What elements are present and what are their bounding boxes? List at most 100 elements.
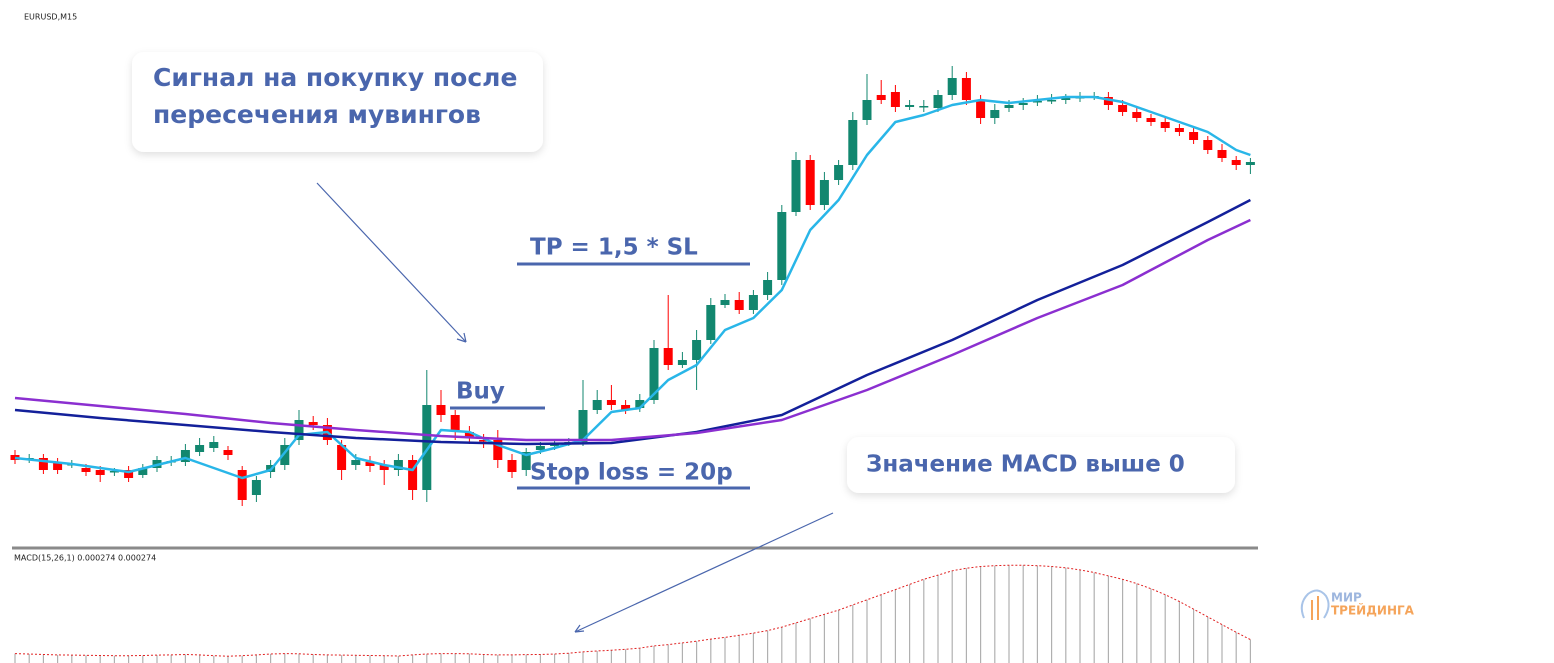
candle-body — [890, 92, 900, 107]
candle-body — [621, 405, 631, 410]
candle-body — [976, 100, 986, 118]
candle-body — [237, 470, 247, 500]
signal-note: Сигнал на покупку после — [153, 63, 517, 92]
candle-body — [1217, 150, 1227, 158]
candle-body — [479, 440, 489, 442]
candle-body — [294, 420, 304, 440]
candle-body — [450, 415, 460, 430]
candle-body — [777, 212, 787, 280]
candle-body — [862, 100, 872, 120]
candle-body — [677, 360, 687, 365]
candle-body — [109, 471, 119, 473]
macd-label: MACD(15,26,1) 0.000274 0.000274 — [14, 554, 156, 563]
candle-body — [124, 470, 134, 478]
logo-text: МИР — [1331, 591, 1362, 605]
candle-body — [308, 422, 318, 425]
candle-body — [876, 95, 886, 100]
candle-body — [947, 78, 957, 95]
candle-body — [521, 452, 531, 470]
candle-body — [834, 165, 844, 180]
arrow — [316, 182, 467, 343]
candle-body — [337, 445, 347, 470]
arrow — [574, 512, 834, 633]
candle-body — [990, 110, 1000, 118]
candle-body — [422, 405, 432, 490]
candle-body — [38, 458, 48, 470]
candle-body — [81, 468, 91, 472]
candle-body — [649, 348, 659, 400]
candle-body — [763, 280, 773, 295]
candle-body — [1118, 105, 1128, 112]
candle-body — [905, 105, 915, 107]
candle-body — [1103, 97, 1113, 105]
tp-note: TP = 1,5 * SL — [530, 235, 698, 261]
candle-body — [592, 400, 602, 410]
candle-body — [180, 450, 190, 462]
candle-body — [1061, 98, 1071, 100]
candle-body — [1245, 162, 1255, 165]
candle-body — [493, 440, 503, 460]
candle-body — [464, 432, 474, 438]
candle-body — [720, 300, 730, 305]
candle-body — [379, 465, 389, 470]
candle-body — [10, 455, 20, 460]
symbol-label: EURUSD,M15 — [24, 13, 77, 22]
candle-body — [280, 445, 290, 465]
candle-body — [819, 180, 829, 205]
candle-body — [507, 460, 517, 472]
candle-body — [606, 400, 616, 405]
candle-body — [1231, 160, 1241, 165]
arrow-head — [456, 332, 467, 343]
candle-body — [195, 445, 205, 452]
candle-body — [393, 460, 403, 470]
candle-body — [138, 468, 148, 475]
candle-body — [251, 480, 261, 495]
candle-body — [1132, 112, 1142, 118]
candle-body — [223, 450, 233, 455]
candle-body — [734, 300, 744, 310]
candle-body — [848, 120, 858, 165]
macd-signal — [14, 564, 1251, 657]
macd-panel — [14, 564, 1252, 663]
candle-body — [365, 462, 375, 466]
candle-body — [748, 295, 758, 310]
candle-body — [209, 442, 219, 448]
signal-note: пересечения мувингов — [153, 100, 481, 129]
buy-note: Buy — [456, 379, 505, 405]
candle-body — [1018, 103, 1028, 105]
candle-body — [408, 460, 418, 490]
candle-body — [535, 446, 545, 450]
candle-body — [663, 348, 673, 365]
candle-body — [961, 78, 971, 100]
moving-average — [14, 218, 1251, 442]
candle-body — [351, 460, 361, 465]
candle-body — [578, 410, 588, 442]
candle-body — [635, 400, 645, 408]
candle-body — [1032, 101, 1042, 103]
candle-body — [53, 462, 63, 470]
candle-body — [919, 106, 929, 108]
candle-body — [95, 470, 105, 475]
candle-body — [1160, 122, 1170, 128]
note-box — [847, 437, 1235, 493]
moving-average — [14, 95, 1251, 480]
logo: МИР ТРЕЙДИНГА — [1300, 589, 1415, 620]
candle-body — [692, 340, 702, 360]
moving-averages — [14, 95, 1251, 480]
candle-body — [1203, 140, 1213, 150]
candle-body — [1189, 132, 1199, 140]
candle-body — [1047, 100, 1057, 102]
logo-text: ТРЕЙДИНГА — [1331, 603, 1415, 618]
logo-icon — [1300, 589, 1330, 619]
candle-body — [550, 444, 560, 446]
note-box — [132, 52, 543, 152]
candle-body — [436, 405, 446, 415]
candle-body — [805, 160, 815, 205]
candle-body — [791, 160, 801, 212]
candle-body — [706, 305, 716, 340]
macd-note: Значение MACD выше 0 — [866, 452, 1185, 478]
candle-body — [1004, 105, 1014, 108]
candle-body — [933, 95, 943, 108]
